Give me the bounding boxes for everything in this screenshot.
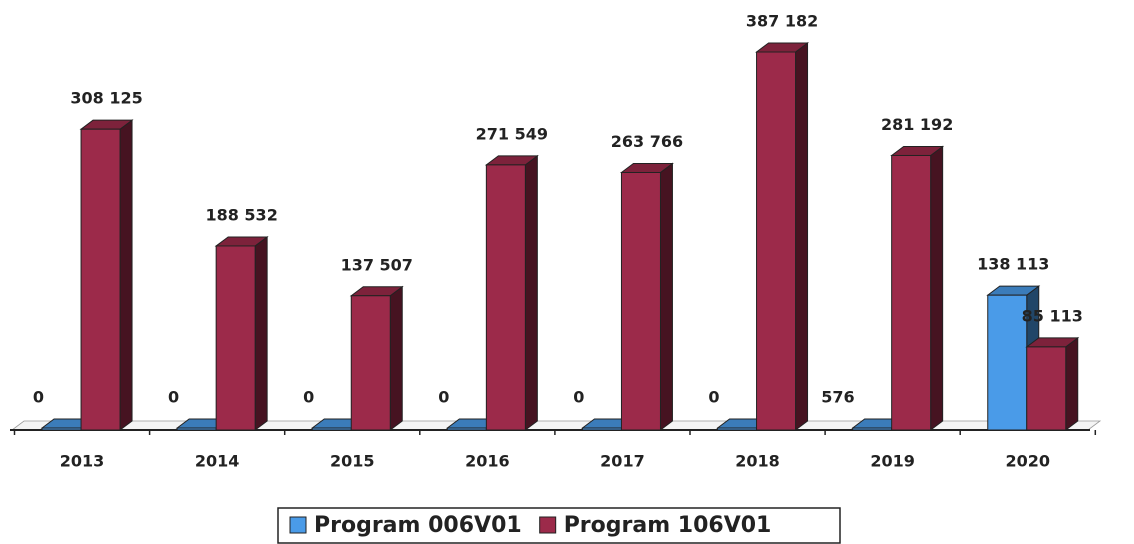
bar-front xyxy=(350,295,391,431)
x-tick-label: 2014 xyxy=(195,452,240,471)
bar xyxy=(484,154,539,431)
bar-front xyxy=(717,427,758,431)
bar-front xyxy=(446,427,487,431)
bar-side xyxy=(119,119,133,431)
bar xyxy=(1025,336,1080,431)
x-tick-label: 2017 xyxy=(600,452,645,471)
value-label: 0 xyxy=(708,388,719,407)
legend-swatch xyxy=(289,516,307,534)
bar-side xyxy=(930,145,944,431)
bar-front xyxy=(620,171,661,431)
value-label: 0 xyxy=(33,388,44,407)
value-label: 281 192 xyxy=(881,115,953,134)
value-label: 576 xyxy=(821,388,854,407)
bar-side xyxy=(524,154,538,431)
value-label: 188 532 xyxy=(205,205,277,224)
bar xyxy=(214,235,269,431)
bar-side xyxy=(1065,336,1079,431)
value-label: 85 113 xyxy=(1022,306,1083,325)
bar xyxy=(890,145,945,431)
value-label: 263 766 xyxy=(611,132,683,151)
bar xyxy=(755,42,810,431)
value-label: 387 182 xyxy=(746,12,818,31)
bar xyxy=(79,119,134,431)
value-label: 0 xyxy=(438,388,449,407)
bar-front xyxy=(80,128,121,431)
x-tick-label: 2020 xyxy=(1005,452,1050,471)
bar-front xyxy=(891,154,932,431)
bar-front xyxy=(215,245,256,431)
legend-swatch xyxy=(539,516,557,534)
value-label: 308 125 xyxy=(70,89,142,108)
value-label: 138 113 xyxy=(977,255,1049,274)
bar-front xyxy=(41,427,82,431)
legend-label: Program 106V01 xyxy=(564,513,772,538)
value-label: 0 xyxy=(573,388,584,407)
bar xyxy=(619,162,674,431)
bar-side xyxy=(659,162,673,431)
bar-front xyxy=(987,294,1028,431)
value-label: 137 507 xyxy=(341,255,413,274)
value-label: 0 xyxy=(168,388,179,407)
x-tick-label: 2013 xyxy=(60,452,105,471)
x-tick-label: 2019 xyxy=(870,452,915,471)
value-label: 271 549 xyxy=(476,124,548,143)
x-tick-label: 2018 xyxy=(735,452,780,471)
bar-front xyxy=(176,427,217,431)
bar-side xyxy=(795,42,809,431)
bar-front xyxy=(1026,346,1067,431)
bar-side xyxy=(389,285,403,431)
value-label: 0 xyxy=(303,388,314,407)
bar-front xyxy=(485,164,526,431)
bar-side xyxy=(254,235,268,431)
x-tick-label: 2015 xyxy=(330,452,375,471)
bar-front xyxy=(756,51,797,431)
legend-box xyxy=(277,507,841,544)
legend-label: Program 006V01 xyxy=(314,513,522,538)
bar-front xyxy=(852,427,893,431)
bar xyxy=(349,285,404,431)
bar-front xyxy=(311,427,352,431)
x-tick-label: 2016 xyxy=(465,452,510,471)
bar-front xyxy=(581,427,622,431)
